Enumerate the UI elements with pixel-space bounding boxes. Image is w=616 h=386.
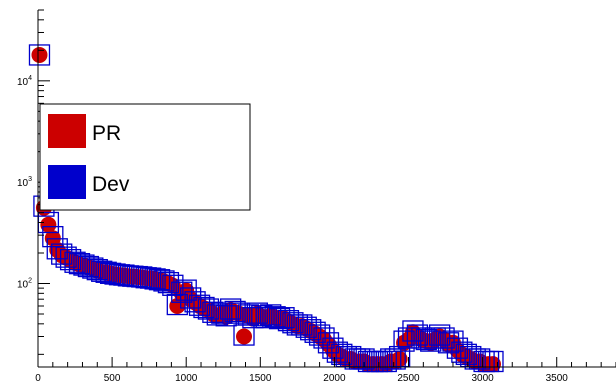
x-tick-label: 0: [35, 373, 41, 384]
x-tick-label: 1500: [249, 373, 272, 384]
point-dev: [326, 341, 349, 363]
x-axis-ticks: 0 500 1000 1500 2000 2500 3000 3500: [35, 357, 616, 384]
point-dev: [91, 260, 113, 282]
point-pr: [391, 350, 408, 367]
point-dev: [73, 254, 95, 276]
point-dev: [353, 348, 375, 370]
y-tick-label: 104: [17, 75, 32, 88]
point-dev: [260, 304, 282, 326]
x-tick-label: 3500: [546, 373, 569, 384]
point-dev: [144, 268, 166, 290]
point-dev: [384, 348, 406, 370]
point-dev: [215, 305, 237, 327]
point-dev: [113, 264, 135, 286]
point-dev: [77, 255, 100, 278]
point-dev: [246, 302, 268, 324]
point-dev: [202, 301, 224, 323]
point-dev: [469, 348, 491, 370]
x-tick-label: 500: [104, 373, 121, 384]
point-pr: [484, 356, 501, 373]
point-dev: [55, 246, 77, 268]
point-dev: [300, 319, 322, 341]
point-dev: [237, 304, 260, 326]
point-dev: [331, 343, 353, 365]
point-dev: [406, 324, 429, 346]
point-dev: [420, 330, 442, 352]
x-tick-label: 2500: [397, 373, 420, 384]
point-dev: [104, 263, 126, 285]
point-dev: [242, 307, 264, 329]
point-dev: [277, 310, 300, 332]
point-dev: [193, 296, 215, 319]
point-dev: [175, 279, 197, 301]
point-dev: [42, 225, 64, 248]
point-dev: [224, 300, 246, 323]
point-dev: [273, 307, 295, 329]
point-dev: [428, 324, 451, 346]
point-dev: [28, 44, 51, 66]
point-dev: [451, 341, 473, 363]
point-dev: [282, 312, 304, 334]
y-tick-label: 102: [17, 278, 32, 291]
point-dev: [148, 269, 171, 291]
point-dev: [131, 266, 153, 288]
point-dev: [375, 350, 397, 373]
point-dev: [442, 330, 464, 352]
point-dev: [220, 298, 242, 320]
y-tick-label: 103: [17, 176, 32, 189]
point-dev: [322, 337, 344, 359]
point-dev: [411, 327, 433, 349]
point-dev: [446, 337, 469, 359]
legend-swatch-pr: [48, 114, 86, 148]
point-pr: [236, 328, 253, 345]
x-tick-label: 1000: [175, 373, 198, 384]
legend-label-dev: Dev: [92, 173, 130, 196]
point-dev: [166, 293, 188, 316]
point-dev: [99, 262, 122, 284]
point-dev: [228, 302, 251, 324]
point-dev: [59, 248, 82, 271]
x-tick-label: 3000: [471, 373, 494, 384]
point-dev: [295, 316, 317, 338]
legend-label-pr: PR: [92, 122, 121, 145]
point-dev: [415, 328, 437, 351]
point-dev: [268, 307, 291, 330]
x-tick-label: 2000: [323, 373, 346, 384]
point-dev: [197, 298, 220, 320]
point-dev: [308, 324, 331, 346]
point-dev: [86, 259, 108, 281]
point-dev: [455, 343, 477, 365]
legend-swatch-dev: [48, 165, 86, 199]
point-dev: [153, 270, 175, 292]
point-dev: [82, 257, 104, 279]
point-dev: [68, 253, 91, 275]
legend: PR Dev: [39, 103, 251, 211]
point-dev: [397, 327, 420, 349]
point-dev: [139, 267, 162, 289]
point-dev: [206, 304, 228, 326]
point-dev: [95, 261, 117, 283]
point-pr: [31, 46, 48, 63]
point-dev: [255, 307, 277, 329]
point-dev: [211, 302, 233, 324]
point-dev: [46, 238, 68, 260]
point-dev: [264, 306, 286, 328]
point-pr: [40, 216, 57, 233]
data-marks: [28, 44, 504, 373]
point-dev: [162, 274, 184, 296]
point-dev: [64, 251, 86, 273]
point-dev: [251, 305, 273, 327]
